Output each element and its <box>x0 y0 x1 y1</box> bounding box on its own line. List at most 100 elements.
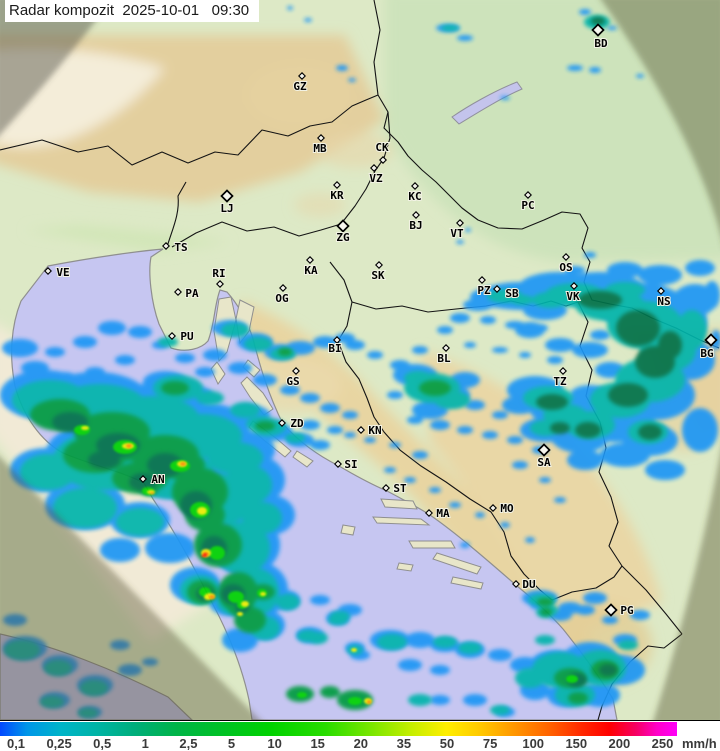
city-PU: PU <box>168 329 195 344</box>
city-marker-PC <box>524 191 532 199</box>
legend-tick: 15 <box>310 736 325 751</box>
radar-site-marker-PG <box>604 603 618 617</box>
city-BJ: BJ <box>408 211 424 233</box>
city-KN: KN <box>357 423 383 438</box>
city-label-BI: BI <box>328 342 341 355</box>
city-VT: VT <box>449 219 465 241</box>
radar-site-marker-ZG <box>336 219 350 233</box>
city-label-VT: VT <box>450 227 464 240</box>
city-VZ: VZ <box>368 164 384 186</box>
city-label-CK: CK <box>375 141 389 154</box>
city-marker-ZD <box>278 419 286 427</box>
city-marker-KC <box>411 182 419 190</box>
city-ST: ST <box>382 481 408 496</box>
city-KC: KC <box>407 182 423 204</box>
city-label-MA: MA <box>436 507 450 520</box>
legend-tick: 5 <box>227 736 236 751</box>
city-marker-BL <box>442 344 450 352</box>
city-NS: NS <box>656 287 672 309</box>
city-label-ZD: ZD <box>290 417 304 430</box>
city-LJ: LJ <box>219 189 235 216</box>
city-label-ST: ST <box>393 482 407 495</box>
city-marker-SI <box>334 460 342 468</box>
legend-tick: 0,25 <box>46 736 72 751</box>
radar-echoes <box>0 6 720 718</box>
city-label-PC: PC <box>521 199 534 212</box>
city-label-SK: SK <box>371 269 385 282</box>
city-BG: BG <box>699 333 718 361</box>
radar-site-marker-SA <box>537 443 551 457</box>
legend-tick-labels: 0,1 0,25 0,5 1 2,5 5 10 15 20 35 50 75 100 150 200 250 m… <box>0 736 720 751</box>
city-label-DU: DU <box>522 578 536 591</box>
city-label-LJ: LJ <box>220 202 233 215</box>
city-label-PZ: PZ <box>477 284 491 297</box>
legend-tick: 1 <box>141 736 149 751</box>
city-marker-KN <box>357 426 365 434</box>
city-marker-KA <box>306 256 314 264</box>
city-marker-VE <box>44 267 52 275</box>
city-label-SA: SA <box>537 456 551 469</box>
legend-tick: 100 <box>522 736 545 751</box>
city-label-RI: RI <box>212 267 225 280</box>
city-label-OS: OS <box>559 261 572 274</box>
city-marker-MB <box>317 134 325 142</box>
radar-map: BD GZ MB CK VZ KR KC LJ PC ZG BJ VT TS VE RI SK OS KA PA OG… <box>0 0 720 720</box>
city-ZG: ZG <box>335 219 351 245</box>
city-label-VZ: VZ <box>369 172 383 185</box>
city-marker-OG <box>279 284 287 292</box>
city-marker-SB <box>493 285 501 293</box>
city-PZ: PZ <box>476 276 492 298</box>
city-GZ: GZ <box>292 72 308 94</box>
city-OS: OS <box>558 253 574 275</box>
city-label-VE: VE <box>56 266 69 279</box>
radar-site-marker-BD <box>591 23 605 37</box>
city-VK: VK <box>565 282 581 304</box>
city-PA: PA <box>174 286 200 301</box>
coverage-boundary <box>0 0 720 720</box>
city-marker-GZ <box>298 72 306 80</box>
legend-tick: 0,5 <box>93 736 112 751</box>
city-label-PG: PG <box>620 604 634 617</box>
city-KA: KA <box>303 256 319 278</box>
legend-tick: 75 <box>482 736 498 751</box>
city-label-KC: KC <box>408 190 421 203</box>
city-label-BD: BD <box>594 37 608 50</box>
city-marker-BI <box>333 336 341 344</box>
city-label-MB: MB <box>313 142 327 155</box>
city-marker-AN <box>139 475 147 483</box>
city-label-GZ: GZ <box>293 80 307 93</box>
city-label-BL: BL <box>437 352 451 365</box>
city-marker-NS <box>657 287 665 295</box>
legend-tick: 0,1 <box>6 736 26 751</box>
city-label-BJ: BJ <box>409 219 422 232</box>
city-label-MO: MO <box>500 502 514 515</box>
city-MA: MA <box>425 506 451 521</box>
city-label-VK: VK <box>566 290 580 303</box>
city-PG: PG <box>604 603 635 618</box>
radar-site-marker-LJ <box>220 189 234 203</box>
city-marker-CK <box>379 156 387 164</box>
city-marker-TS <box>162 242 170 250</box>
legend-tick: 10 <box>267 736 282 751</box>
city-SI: SI <box>334 457 359 472</box>
city-marker-PU <box>168 332 176 340</box>
city-label-KR: KR <box>330 189 344 202</box>
city-marker-ST <box>382 484 390 492</box>
city-OG: OG <box>274 284 290 306</box>
city-SA: SA <box>536 443 552 470</box>
legend-tick: 20 <box>353 736 369 751</box>
city-label-KN: KN <box>368 424 381 437</box>
legend-gradient-bar <box>0 722 677 736</box>
city-label-NS: NS <box>657 295 670 308</box>
city-marker-SK <box>375 261 383 269</box>
echo-level-dkgreen <box>52 17 682 687</box>
city-marker-PA <box>174 288 182 296</box>
city-TS: TS <box>162 240 189 255</box>
city-KR: KR <box>329 181 345 203</box>
city-marker-KR <box>333 181 341 189</box>
city-RI: RI <box>211 266 227 288</box>
city-BL: BL <box>436 344 452 366</box>
city-marker-RI <box>216 280 224 288</box>
city-MO: MO <box>489 501 515 516</box>
